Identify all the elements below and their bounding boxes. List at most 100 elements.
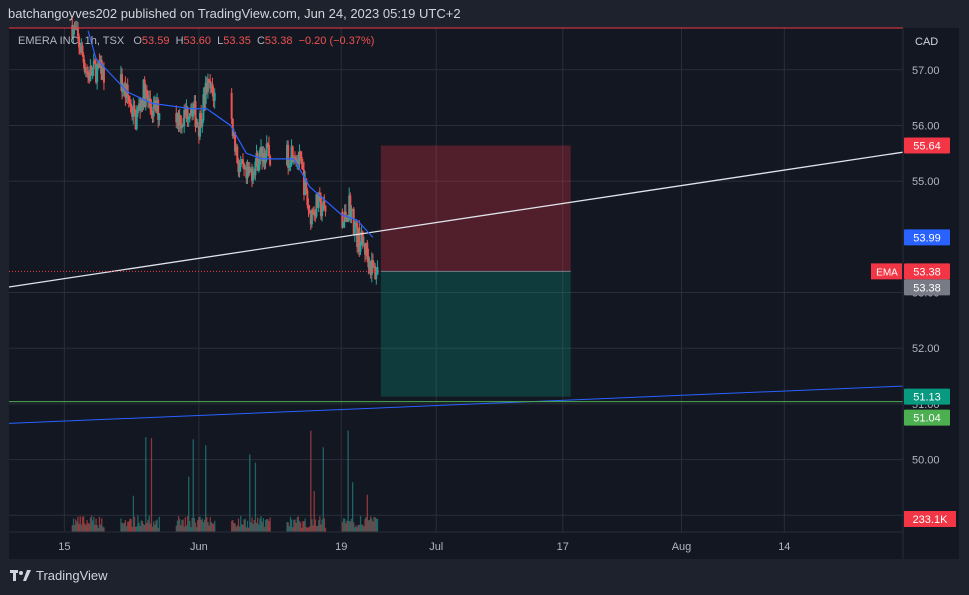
candle-body — [302, 169, 305, 195]
candle-body — [318, 192, 321, 196]
candle-body — [249, 168, 252, 171]
volume-bar — [121, 522, 123, 532]
volume-bar — [82, 516, 85, 532]
candle-body — [351, 208, 354, 211]
candle-body — [73, 26, 76, 28]
candle-body — [360, 231, 363, 246]
candle-body — [342, 222, 345, 228]
candle-body — [248, 170, 251, 174]
volume-bar — [323, 518, 326, 532]
volume-bar — [144, 524, 146, 532]
volume-bar — [350, 518, 353, 532]
candle-body — [98, 60, 101, 68]
candle-body — [253, 171, 256, 176]
volume-bar — [189, 520, 191, 532]
candle-body — [264, 156, 267, 164]
candle-body — [119, 74, 122, 83]
volume-bars — [71, 430, 379, 532]
volume-bar — [97, 527, 99, 532]
chart-pane[interactable] — [9, 28, 959, 559]
high-value: 53.60 — [183, 35, 212, 47]
candle-body — [141, 99, 144, 107]
candle-body — [102, 67, 105, 83]
volume-bar — [103, 527, 105, 532]
candle-body — [364, 243, 367, 255]
volume-bar — [246, 520, 249, 532]
ema-polyline — [87, 30, 374, 238]
candle-body — [81, 45, 84, 56]
volume-bar — [125, 526, 128, 532]
candle-body — [321, 211, 324, 217]
volume-bar — [197, 519, 199, 532]
published-header: batchangoyves202 published on TradingVie… — [0, 0, 969, 28]
volume-bar — [209, 517, 211, 532]
candle-body — [344, 211, 347, 219]
volume-bar — [206, 517, 208, 532]
candle-body — [235, 146, 238, 152]
candle-body — [84, 71, 87, 73]
candle-body — [154, 100, 157, 112]
volume-bar — [259, 518, 261, 532]
volume-bar — [154, 524, 156, 532]
volume-bar — [348, 521, 350, 532]
volume-bar — [361, 524, 363, 532]
candle-body — [87, 72, 90, 76]
candle-body — [185, 107, 188, 116]
candle-body — [267, 144, 270, 156]
candle-body — [366, 242, 369, 256]
candle-body — [323, 201, 326, 206]
volume-bar — [120, 518, 122, 532]
volume-bar — [319, 516, 321, 532]
volume-bar — [309, 526, 311, 532]
volume-bar — [295, 522, 297, 532]
volume-bar — [192, 439, 194, 532]
volume-bar — [353, 522, 355, 532]
volume-bar — [157, 527, 159, 532]
candle-body — [237, 162, 240, 172]
volume-bar — [303, 521, 305, 532]
blue-trendline — [8, 385, 904, 424]
volume-bar — [362, 524, 364, 532]
volume-bar — [130, 518, 132, 532]
volume-bar — [260, 516, 262, 532]
candle-body — [95, 64, 98, 83]
candle-body — [293, 157, 296, 159]
volume-bar — [235, 526, 237, 532]
candle-body — [269, 155, 272, 166]
candle-body — [289, 164, 292, 166]
volume-bar — [236, 525, 239, 532]
price-label-text: 53.38 — [913, 266, 941, 278]
candle-body — [71, 25, 74, 38]
candle-body — [157, 100, 160, 120]
candle-body — [83, 62, 86, 72]
candle-body — [319, 195, 322, 217]
volume-bar — [241, 524, 243, 532]
volume-bar — [358, 524, 361, 532]
candle-body — [232, 132, 235, 136]
candle-body — [121, 74, 124, 92]
candle-body — [150, 106, 153, 113]
volume-bar — [346, 520, 348, 532]
volume-bar — [286, 521, 288, 532]
volume-bar — [77, 516, 79, 532]
candle-body — [156, 100, 159, 112]
candle-body — [89, 66, 92, 81]
volume-bar — [357, 524, 359, 532]
footer-brand: TradingView — [36, 568, 108, 583]
candle-body — [322, 201, 325, 212]
volume-bar — [101, 518, 103, 532]
candle-body — [135, 113, 138, 130]
candle-body — [308, 210, 311, 213]
volume-bar — [250, 522, 252, 532]
volume-bar — [245, 527, 248, 532]
volume-bar — [261, 521, 263, 532]
candle-body — [130, 103, 133, 113]
volume-bar — [243, 519, 245, 532]
time-tick-label: Aug — [672, 541, 692, 553]
price-label-text: 53.99 — [913, 232, 941, 244]
candle-body — [258, 149, 261, 165]
candle-body — [263, 152, 266, 164]
currency-label: CAD — [915, 36, 938, 48]
price-tick-label: 52.00 — [912, 343, 940, 355]
